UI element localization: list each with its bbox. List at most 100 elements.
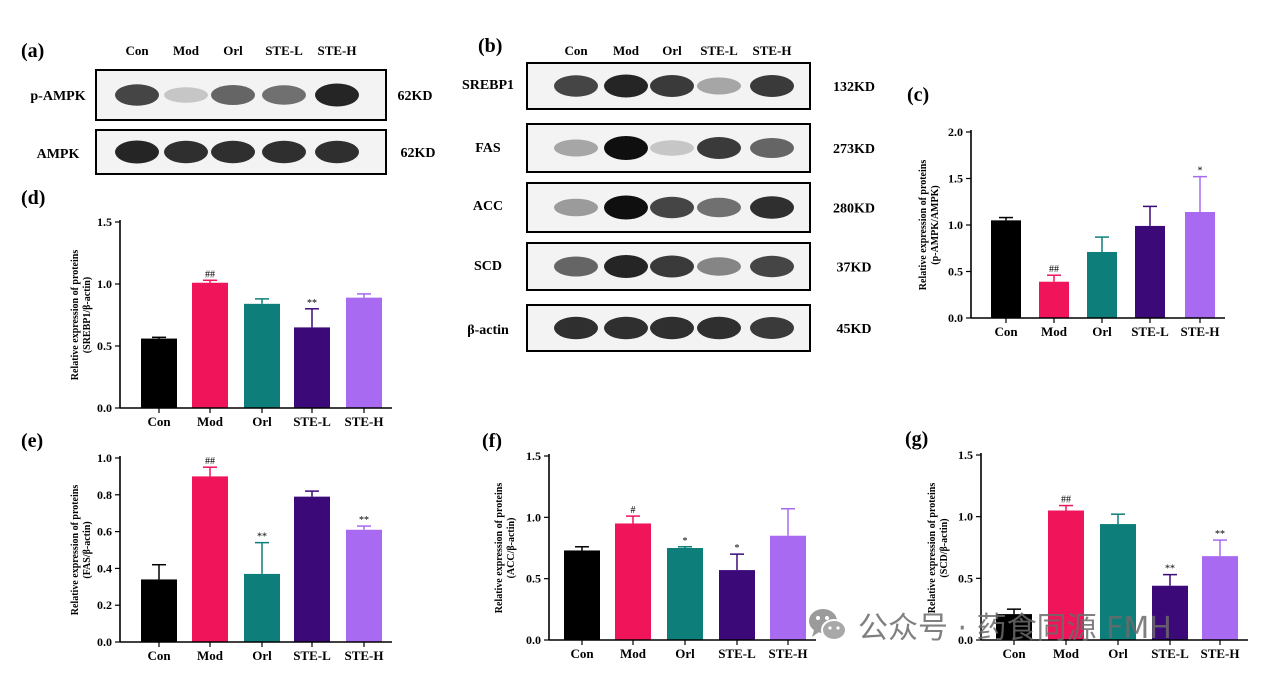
blot-band	[262, 140, 306, 164]
y-tick-label: 0.5	[958, 571, 973, 585]
significance-mark: *	[1198, 166, 1203, 177]
x-tick-label: Mod	[1041, 324, 1068, 339]
significance-mark: *	[683, 536, 688, 547]
y-tick-label: 2.0	[948, 125, 963, 139]
blot-band	[315, 140, 359, 164]
lane-label: Mod	[173, 43, 200, 58]
significance-mark: **	[1165, 564, 1175, 575]
bar	[244, 573, 280, 642]
blot-band	[650, 316, 694, 340]
lane-label: Orl	[662, 43, 682, 58]
panel-label: (e)	[21, 430, 43, 452]
blot-band	[315, 83, 359, 107]
bar	[346, 529, 382, 642]
blot-size-label: 280KD	[833, 202, 875, 217]
panel-label: (g)	[905, 428, 928, 450]
panel-label: (b)	[478, 35, 502, 57]
blot-protein-label: FAS	[475, 141, 501, 156]
significance-mark: **	[359, 515, 369, 526]
y-axis-label-line: (SCD/β-actin)	[939, 518, 950, 577]
blot-protein-label: SREBP1	[462, 78, 514, 93]
blot-band	[604, 316, 648, 340]
significance-mark: ##	[205, 456, 215, 467]
blot-size-label: 273KD	[833, 142, 875, 157]
y-tick-label: 0.0	[958, 633, 973, 647]
bar	[1039, 281, 1069, 318]
bar	[192, 282, 228, 408]
significance-mark: ##	[1061, 495, 1071, 506]
x-tick-label: Mod	[197, 648, 224, 663]
panel-label: (a)	[21, 40, 44, 62]
y-axis-label: Relative expression of proteins(p-AMPK/A…	[918, 160, 941, 291]
x-tick-label: Orl	[1108, 646, 1128, 661]
bar	[1185, 211, 1215, 318]
x-tick-label: Con	[1002, 646, 1026, 661]
significance-mark: #	[631, 505, 636, 516]
y-tick-label: 0.5	[526, 572, 541, 586]
blot-band	[697, 137, 741, 159]
wechat-icon	[809, 609, 847, 641]
y-axis-label-line: Relative expression of proteins	[70, 250, 81, 381]
lane-label: Orl	[223, 43, 243, 58]
lane-label: Con	[564, 43, 588, 58]
x-tick-label: Con	[147, 414, 171, 429]
y-tick-label: 1.5	[958, 448, 973, 462]
blot-band	[211, 85, 255, 105]
blot-band	[697, 257, 741, 276]
significance-mark: **	[307, 298, 317, 309]
significance-mark: ##	[1049, 264, 1059, 275]
bar	[294, 496, 330, 642]
blot-band	[750, 138, 794, 158]
bar	[667, 548, 703, 640]
x-tick-label: STE-H	[344, 648, 383, 663]
y-tick-label: 1.0	[526, 510, 541, 524]
blot-size-label: 45KD	[837, 322, 872, 337]
x-tick-label: STE-L	[293, 414, 331, 429]
blot-band	[750, 196, 794, 219]
blot-band	[115, 140, 159, 164]
bar	[294, 327, 330, 408]
x-tick-label: Con	[570, 646, 594, 661]
blot-size-label: 62KD	[398, 89, 433, 104]
x-tick-label: Mod	[197, 414, 224, 429]
y-tick-label: 1.0	[958, 510, 973, 524]
bar-chart-f: (f) Con # Mod * Orl * STE-L STE-H 0.0 0.5 1.0 1.5 Rel…	[482, 430, 816, 661]
blot-size-label: 132KD	[833, 80, 875, 95]
blot-band	[115, 84, 159, 106]
bar	[564, 550, 600, 640]
y-axis-label: Relative expression of proteins(FAS/β-ac…	[70, 485, 93, 616]
blot-band	[164, 87, 208, 103]
blot-band	[697, 77, 741, 95]
x-tick-label: Con	[147, 648, 171, 663]
bar	[346, 297, 382, 408]
x-tick-label: Orl	[252, 648, 272, 663]
y-axis-label: Relative expression of proteins(SCD/β-ac…	[927, 483, 950, 614]
blot-band	[554, 198, 598, 217]
blot-protein-label: ACC	[473, 199, 503, 214]
x-tick-label: STE-L	[1131, 324, 1169, 339]
blot-band	[604, 255, 648, 278]
bar	[1087, 251, 1117, 318]
y-tick-label: 1.0	[97, 451, 112, 465]
bar	[244, 303, 280, 408]
blot-band	[604, 74, 648, 98]
x-tick-label: STE-L	[293, 648, 331, 663]
blot-band	[650, 255, 694, 278]
y-axis-label-line: Relative expression of proteins	[927, 483, 938, 614]
bar	[192, 476, 228, 642]
western-blot-b: (b) Con Mod Orl STE-L STE-H SREBP1 132KD FAS 273K…	[462, 35, 875, 352]
x-tick-label: Mod	[1053, 646, 1080, 661]
blot-band	[604, 136, 648, 160]
blot-band	[211, 140, 255, 164]
y-tick-label: 0.0	[948, 311, 963, 325]
bar	[141, 338, 177, 408]
bar	[770, 535, 806, 640]
bar-chart-e: (e) Con ## Mod ** Orl STE-L ** STE-H 0.0 0.2 0.4 0.6…	[21, 430, 392, 663]
y-tick-label: 0.8	[97, 488, 112, 502]
blot-size-label: 62KD	[401, 146, 436, 161]
x-tick-label: Orl	[1092, 324, 1112, 339]
x-tick-label: STE-L	[1151, 646, 1189, 661]
y-axis-label: Relative expression of proteins(SREBP1/β…	[70, 250, 93, 381]
significance-mark: *	[735, 543, 740, 554]
